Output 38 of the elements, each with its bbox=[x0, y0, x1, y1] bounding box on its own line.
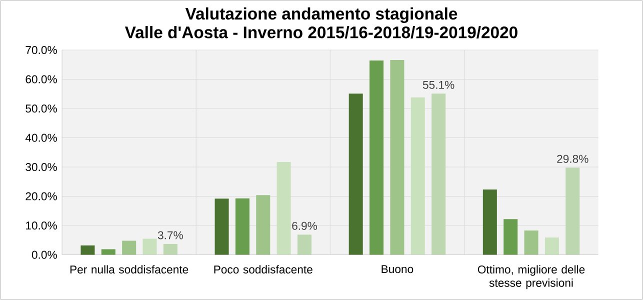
bar bbox=[566, 168, 580, 255]
bar bbox=[80, 245, 95, 255]
bar bbox=[410, 97, 425, 255]
y-tick-label: 30.0% bbox=[26, 162, 57, 171]
bar bbox=[370, 60, 384, 255]
y-tick-label: 40.0% bbox=[25, 134, 57, 142]
data-label: 6.9% bbox=[292, 222, 318, 230]
bar bbox=[235, 198, 250, 255]
bar bbox=[432, 94, 446, 255]
x-tick-label: Per nulla soddisfacente bbox=[70, 265, 188, 274]
y-tick-label: 0.0% bbox=[32, 250, 57, 259]
chart-subtitle: Valle d'Aosta - Inverno 2015/16-2018/19-2019/2020 bbox=[124, 26, 518, 38]
y-tick-label: 20.0% bbox=[26, 192, 57, 200]
bar bbox=[504, 219, 518, 255]
y-tick-label: 60.0% bbox=[26, 75, 57, 84]
bar bbox=[482, 189, 497, 255]
x-tick-label: Poco soddisfacente bbox=[214, 265, 312, 274]
chart-title: Valutazione andamento stagionale bbox=[185, 7, 458, 23]
bar bbox=[390, 60, 404, 255]
bar bbox=[297, 234, 312, 255]
bar bbox=[142, 238, 157, 255]
bar bbox=[348, 94, 363, 255]
data-label: 29.8% bbox=[557, 154, 588, 163]
bar bbox=[122, 240, 136, 255]
y-tick-label: 70.0% bbox=[26, 46, 57, 54]
data-label: 55.1% bbox=[422, 80, 454, 89]
y-tick-label: 50.0% bbox=[26, 104, 57, 112]
bar bbox=[163, 244, 178, 255]
bar bbox=[256, 195, 270, 255]
x-tick-label: Ottimo, migliore delle stesse previsioni bbox=[478, 265, 585, 290]
x-tick-label: Buono bbox=[382, 265, 414, 274]
bar bbox=[214, 198, 229, 255]
bar bbox=[101, 249, 116, 255]
data-label: 3.7% bbox=[158, 231, 183, 240]
bar bbox=[524, 230, 538, 255]
y-tick-label: 10.0% bbox=[26, 221, 57, 230]
bar bbox=[276, 162, 291, 255]
bar bbox=[544, 237, 559, 255]
